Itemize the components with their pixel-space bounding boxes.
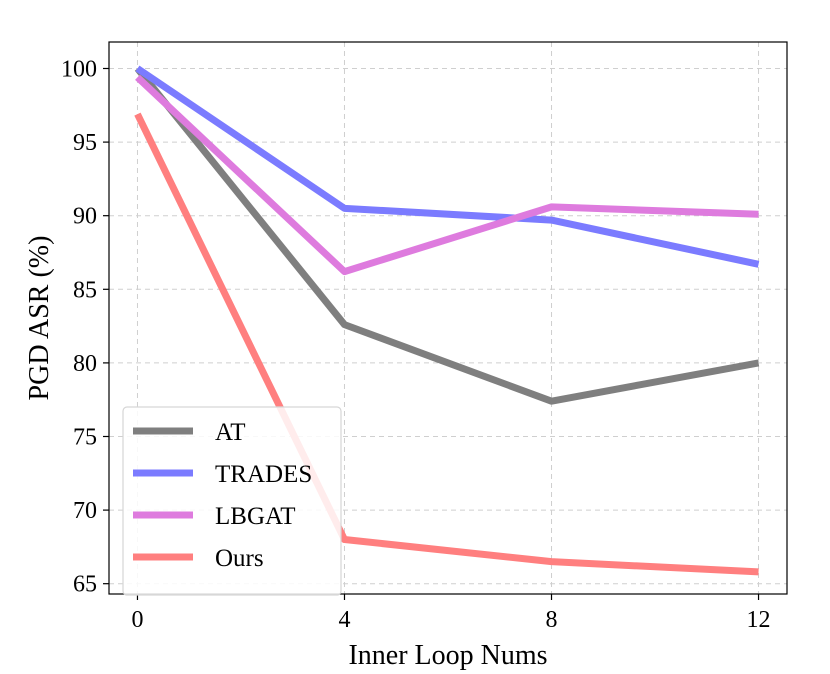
- y-tick-label: 80: [73, 351, 97, 377]
- x-tick-label: 8: [546, 607, 558, 633]
- y-tick-label: 95: [73, 130, 97, 156]
- x-axis-label: Inner Loop Nums: [348, 640, 547, 671]
- y-tick-label: 90: [73, 204, 97, 230]
- y-tick-label: 85: [73, 277, 97, 303]
- series-lines: [134, 65, 760, 576]
- axis-ticks: 0 4 8 12 65 70 75 80 85 90 95 100: [61, 56, 771, 633]
- y-tick-label: 70: [73, 498, 97, 524]
- y-axis-label: PGD ASR (%): [24, 236, 55, 401]
- y-tick-label: 65: [73, 572, 97, 598]
- series-line-at: [134, 66, 760, 405]
- legend-label: LBGAT: [215, 503, 296, 530]
- series-line-lbgat: [135, 74, 759, 276]
- legend-label: Ours: [215, 545, 264, 572]
- plot-frame: [108, 41, 788, 595]
- legend-label: AT: [215, 419, 246, 446]
- legend-box: [122, 406, 342, 596]
- x-tick-label: 12: [747, 607, 771, 633]
- series-line-trades: [135, 65, 760, 268]
- y-tick-label: 100: [61, 56, 97, 82]
- legend-label: TRADES: [215, 461, 312, 488]
- legend: AT TRADES LBGAT Ours: [122, 406, 342, 596]
- y-tick-label: 75: [73, 424, 97, 450]
- x-tick-label: 4: [338, 607, 350, 633]
- x-tick-label: 0: [131, 607, 143, 633]
- series-line-ours: [134, 112, 759, 576]
